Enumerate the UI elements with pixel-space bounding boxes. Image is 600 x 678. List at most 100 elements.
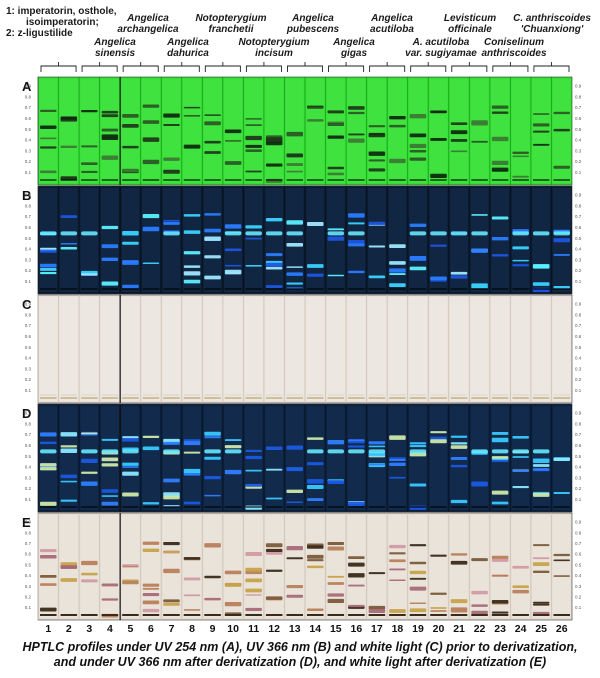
tlc-band bbox=[122, 113, 139, 118]
tlc-band bbox=[553, 253, 570, 256]
tlc-band bbox=[512, 585, 529, 589]
tlc-band bbox=[307, 479, 324, 482]
lane-track bbox=[141, 79, 161, 183]
legend-line-1: 1: imperatorin, osthole, bbox=[6, 6, 117, 17]
tlc-band bbox=[348, 394, 365, 396]
application-zone bbox=[307, 288, 324, 290]
rf-tick-label: 0.4 bbox=[575, 138, 582, 143]
tlc-band bbox=[450, 138, 468, 142]
application-zone bbox=[224, 179, 242, 181]
application-zone bbox=[101, 179, 119, 181]
tlc-band bbox=[40, 555, 57, 559]
tlc-band bbox=[183, 594, 201, 597]
tlc-band bbox=[81, 579, 98, 583]
rf-tick-label: 0.6 bbox=[25, 552, 32, 557]
tlc-band bbox=[389, 158, 406, 164]
tlc-band bbox=[101, 281, 119, 286]
tlc-band bbox=[60, 215, 78, 219]
lane-track bbox=[59, 79, 78, 183]
tlc-band bbox=[224, 612, 242, 615]
compound-legend: 1: imperatorin, osthole, isoimperatorin;… bbox=[6, 6, 117, 39]
lane-number: 26 bbox=[556, 623, 568, 635]
tlc-band bbox=[512, 246, 529, 250]
application-zone bbox=[286, 614, 303, 616]
tlc-band bbox=[101, 495, 119, 497]
application-zone bbox=[389, 506, 406, 508]
application-zone bbox=[265, 179, 283, 181]
tlc-band bbox=[183, 279, 201, 284]
tlc-band bbox=[471, 214, 488, 216]
lane-group-bracket bbox=[163, 65, 200, 72]
tlc-band bbox=[224, 582, 242, 587]
tlc-band bbox=[409, 143, 427, 148]
tlc-band bbox=[286, 170, 303, 173]
tlc-band bbox=[40, 146, 57, 149]
lane-track bbox=[224, 406, 243, 510]
lane-track bbox=[429, 79, 448, 183]
lane-track bbox=[80, 406, 99, 510]
tlc-band bbox=[163, 449, 180, 454]
tlc-band bbox=[471, 140, 488, 143]
lane-group-bracket bbox=[369, 65, 406, 72]
rf-tick-label: 0.9 bbox=[25, 193, 32, 198]
tlc-band bbox=[60, 474, 78, 479]
rf-tick-label: 0.2 bbox=[25, 594, 32, 599]
tlc-band bbox=[163, 169, 180, 174]
tlc-band bbox=[327, 449, 345, 454]
tlc-band bbox=[471, 558, 488, 562]
rf-tick-label: 0.6 bbox=[575, 225, 582, 230]
lane-track bbox=[162, 297, 181, 401]
lane-group-bracket bbox=[245, 65, 282, 72]
legend-line-2: isoimperatorin; bbox=[26, 17, 99, 28]
tlc-band bbox=[368, 572, 386, 575]
tlc-band bbox=[183, 115, 201, 117]
rf-tick-label: 0.6 bbox=[25, 116, 32, 121]
tlc-band bbox=[491, 501, 509, 505]
tlc-band bbox=[163, 602, 180, 606]
tlc-band bbox=[122, 449, 139, 454]
tlc-band bbox=[101, 463, 119, 467]
application-zone bbox=[348, 397, 365, 399]
tlc-band bbox=[183, 265, 201, 268]
tlc-band bbox=[265, 569, 283, 572]
application-zone bbox=[101, 397, 119, 399]
tlc-band bbox=[368, 394, 386, 396]
application-zone bbox=[204, 179, 221, 181]
tlc-band bbox=[348, 604, 365, 608]
rf-tick-label: 0.9 bbox=[575, 84, 582, 89]
tlc-band bbox=[389, 457, 406, 460]
tlc-band bbox=[307, 264, 324, 268]
lane-track bbox=[121, 188, 140, 292]
tlc-band bbox=[265, 394, 283, 396]
tlc-band bbox=[512, 394, 529, 396]
application-zone bbox=[409, 397, 427, 399]
tlc-band bbox=[532, 113, 550, 115]
rf-tick-label: 0.7 bbox=[25, 214, 32, 219]
species-label-c-anthriscoides-chuanxiong: C. anthriscoides 'Chuanxiong' bbox=[513, 13, 591, 35]
rf-tick-label: 0.6 bbox=[25, 443, 32, 448]
lane-number: 5 bbox=[128, 623, 134, 635]
tlc-band bbox=[430, 231, 447, 236]
tlc-band bbox=[81, 481, 98, 486]
tlc-band bbox=[163, 550, 180, 553]
application-zone bbox=[224, 397, 242, 399]
lane-track bbox=[265, 297, 284, 401]
tlc-band bbox=[450, 435, 468, 438]
lane-track bbox=[552, 515, 571, 618]
tlc-band bbox=[204, 275, 221, 280]
tlc-band bbox=[204, 494, 221, 497]
tlc-band bbox=[265, 262, 283, 267]
tlc-band bbox=[60, 480, 78, 483]
tlc-band bbox=[122, 580, 139, 585]
tlc-band bbox=[265, 596, 283, 600]
tlc-band bbox=[512, 589, 529, 594]
tlc-band bbox=[409, 586, 427, 591]
tlc-band bbox=[101, 128, 119, 132]
tlc-band bbox=[265, 497, 283, 500]
tlc-band bbox=[224, 394, 242, 396]
tlc-band bbox=[553, 491, 570, 494]
application-zone bbox=[245, 179, 262, 181]
tlc-band bbox=[491, 456, 509, 459]
tlc-band bbox=[307, 565, 324, 569]
tlc-band bbox=[532, 468, 550, 471]
